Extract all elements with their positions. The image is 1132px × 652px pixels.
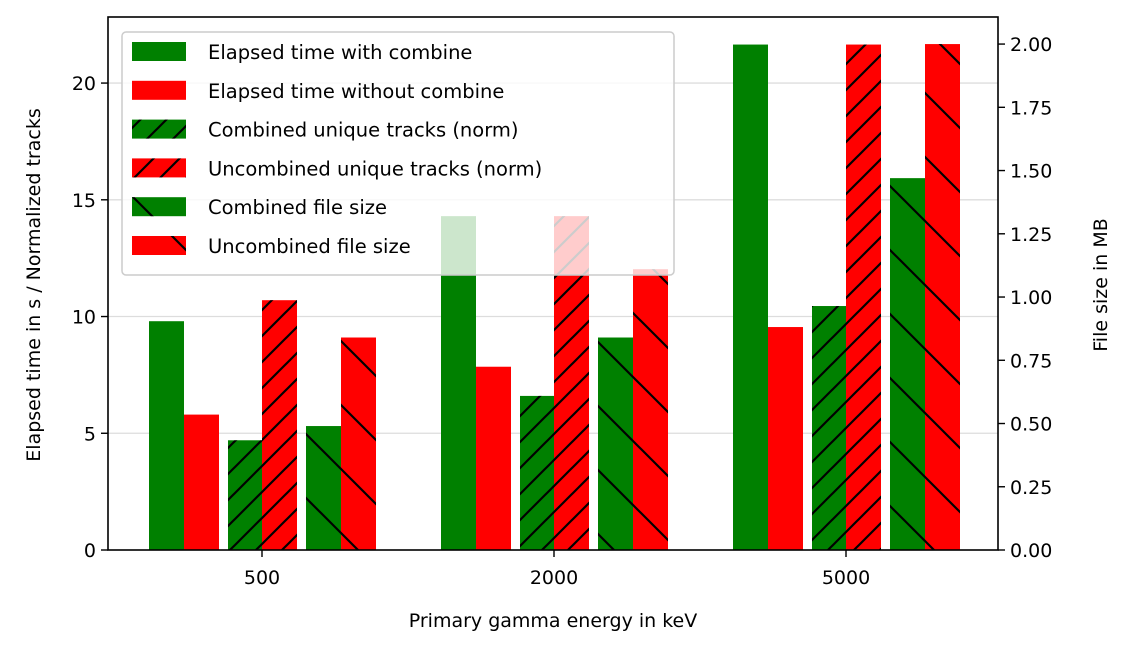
bar-500-series-1 xyxy=(184,414,219,550)
y-tick-label: 10 xyxy=(72,307,96,329)
bars xyxy=(149,44,960,551)
legend-label: Uncombined unique tracks (norm) xyxy=(208,157,542,180)
y-axis-label: Elapsed time in s / Normalized tracks xyxy=(23,108,45,461)
axes xyxy=(107,16,999,551)
bar-hatch xyxy=(925,44,960,551)
legend-label: Elapsed time without combine xyxy=(208,80,504,103)
legend-swatch-hatch xyxy=(132,119,186,139)
bar-hatch xyxy=(846,44,881,551)
y2-tick-label: 0.75 xyxy=(1010,350,1052,372)
bar-5000-series-1 xyxy=(768,327,803,550)
y2-tick-label: 1.00 xyxy=(1010,287,1052,309)
x-tick-label: 5000 xyxy=(822,567,870,589)
y2-tick-label: 1.75 xyxy=(1010,97,1052,119)
y2-tick-label: 0.00 xyxy=(1010,540,1052,562)
bar-hatch xyxy=(262,300,297,550)
y-tick-label: 15 xyxy=(72,190,96,212)
y2-tick-label: 0.50 xyxy=(1010,414,1052,436)
y-tick-label: 0 xyxy=(84,540,96,562)
bar-2000-series-1 xyxy=(476,366,511,550)
legend: Elapsed time with combine Elapsed time wi… xyxy=(121,31,675,276)
y2-tick-label: 1.50 xyxy=(1010,161,1052,183)
plot-frame xyxy=(107,16,999,551)
legend-label: Combined file size xyxy=(208,196,387,219)
bar-hatch xyxy=(890,178,925,551)
x-tick-label: 500 xyxy=(244,567,280,589)
y2-axis-label: File size in MB xyxy=(1090,218,1112,352)
right-y-ticks: 0.00 0.25 0.50 0.75 1.00 1.25 1.50 1.75 2.00 xyxy=(998,34,1052,562)
left-y-ticks: 0 5 10 15 20 xyxy=(72,73,108,562)
y2-tick-label: 2.00 xyxy=(1010,34,1052,56)
legend-swatch xyxy=(132,42,186,61)
x-ticks: 500 2000 5000 xyxy=(244,550,870,589)
x-tick-label: 2000 xyxy=(530,567,578,589)
legend-swatch-hatch xyxy=(132,158,186,178)
legend-swatch-hatch xyxy=(132,236,186,255)
bar-hatch xyxy=(633,269,668,550)
bar-5000-series-0 xyxy=(733,44,768,551)
bar-hatch xyxy=(598,337,633,550)
y-tick-label: 5 xyxy=(84,423,96,445)
bar-hatch xyxy=(228,440,263,550)
y2-tick-label: 1.25 xyxy=(1010,224,1052,246)
legend-label: Elapsed time with combine xyxy=(208,41,472,64)
bar-hatch xyxy=(520,395,555,550)
bar-500-series-0 xyxy=(149,321,184,550)
bar-hatch xyxy=(341,337,376,550)
bar-hatch xyxy=(306,426,341,550)
bar-hatch xyxy=(812,306,847,550)
legend-swatch-hatch xyxy=(132,197,186,217)
legend-label: Uncombined file size xyxy=(208,235,411,258)
legend-frame xyxy=(121,31,675,276)
x-axis-label: Primary gamma energy in keV xyxy=(409,610,697,632)
y-tick-label: 20 xyxy=(72,73,96,95)
y2-tick-label: 0.25 xyxy=(1010,477,1052,499)
legend-label: Combined unique tracks (norm) xyxy=(208,119,519,142)
legend-swatch xyxy=(132,80,186,100)
